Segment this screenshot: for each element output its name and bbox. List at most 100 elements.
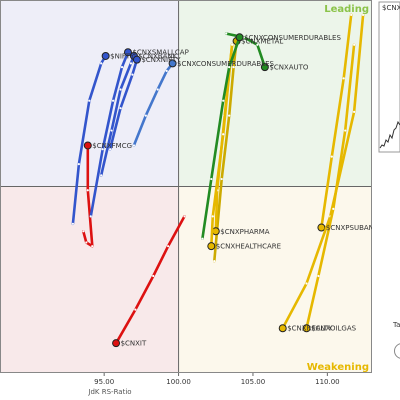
series-trail-point [201,237,204,240]
series-name-label: $CNXOILGAS [311,325,357,333]
series-trail-point [353,43,356,46]
series-trail-line [108,58,139,151]
benchmark-sidebar-panel [378,1,400,153]
series-name-label: $CNXHEALTHCARE [216,243,281,251]
series-trail-line [320,13,353,229]
series-head-point [260,63,269,72]
series-head-point [101,51,110,60]
benchmark-mini-chart-line [379,120,400,149]
series-trail-point [210,177,213,181]
series-name-label: $CNXPSUBANK [326,224,372,232]
series-trail-point [211,215,214,218]
series-trail-point [77,163,80,166]
x-tick-label: 110.00 [315,378,340,386]
series-head-point [168,59,177,68]
series-name-label: $CNXFMCG [92,142,132,150]
series-labels: $CNXMETAL $CNXAUTO $CNXPHARMA $CNXHEALTHCAR… [92,34,372,348]
series-trail-point [71,222,75,225]
x-tick-label: 105.00 [241,378,266,386]
series-trail-point [89,215,92,218]
series-trail-point [109,148,112,151]
series-trail-point [134,308,137,311]
series-trail-point [220,177,223,181]
series-name-label: $CNXCONSUMERDURABLES [244,34,341,42]
quadrant-label-weakening: Weakening [307,362,369,373]
series-trails [71,13,365,348]
series-trail-point [232,66,235,69]
series-trail-point [317,274,320,278]
quadrant-improving [0,0,179,187]
series-trail-point [120,66,124,69]
series-trail-point [222,133,225,136]
series-trail-point [152,274,155,278]
series-name-label: $CNXCONSUMERDURABLES [177,60,274,68]
sidebar-truncated-label: Ta [393,321,400,329]
series-name-label: $CNXBANK [138,52,177,60]
series-trail-point [119,88,122,91]
plot-frame [0,0,372,373]
series-trail-point [332,207,335,210]
quadrant-label-leading: Leading [324,4,369,15]
x-tick-label: 95.00 [94,378,114,386]
series-trail-point [361,13,365,17]
series-trail-point [111,99,115,102]
series-trail-point [353,110,356,113]
series-name-label: $CNXIT [121,340,147,348]
benchmark-mini-chart-frame [378,1,400,153]
series-head-point [207,242,216,251]
series-trail-point [88,99,91,102]
series-trail-point [213,260,216,263]
series-name-label: $CNXNIFTY [141,56,181,64]
series-trail-point [144,114,147,117]
series-trail-point [167,245,170,248]
series-name-label: $CNXAUTO [269,64,309,72]
series-name-label: $CNXMETAL [241,38,283,46]
series-trail-point [119,107,122,110]
benchmark-symbol-label: $CNX [382,4,400,12]
series-head-point [112,339,121,348]
series-trail-point [110,129,113,132]
series-trail-line [210,43,234,248]
series-trail-point [132,144,136,147]
series-trail-point [305,282,308,285]
chart-axes: 95.00 100.00 105.00 110.00 [0,0,372,386]
series-head-point [302,324,311,333]
series-trail-point [91,245,94,248]
x-axis-title: JdK RS-Ratio [87,388,131,396]
series-trail-point [100,174,103,177]
series-trail-line [224,32,267,69]
series-trail-point [183,215,186,218]
series-trail-point [350,13,353,17]
series-head-point [83,141,92,150]
series-trail-point [156,88,159,91]
quadrant-leading [178,0,372,187]
series-trail-point [225,32,228,35]
series-trail-point [342,77,345,80]
series-trail-point [165,69,168,72]
series-trail-point [86,189,89,192]
series-trail-point [82,230,85,233]
series-name-label: $CNXSMALLCAP [132,49,188,57]
series-head-point [278,324,287,333]
x-tick-label: 100.00 [166,378,191,386]
series-head-point [123,48,132,57]
series-trail-point [222,99,225,102]
rrg-chart: 95.00 100.00 105.00 110.00 $CNXMETAL $CNXAUT… [0,0,372,396]
series-trail-point [129,62,133,65]
series-trail-point [228,114,231,117]
series-trail-point [85,241,88,244]
quadrant-backgrounds [0,0,372,373]
series-head-point [132,55,141,64]
series-name-label: $NIFTY [110,52,135,60]
series-head-point [235,33,244,42]
quadrant-weakening [178,186,372,373]
series-trail-point [256,43,259,46]
series-trail-point [131,73,134,76]
series-trail-point [344,129,347,132]
series-trail-point [231,43,234,46]
series-name-label: $CNXREALTY [287,325,333,333]
series-trail-point [330,155,333,158]
series-head-point [317,223,326,232]
series-trail-point [101,148,104,151]
series-name-label: $CNXPHARMA [220,228,270,236]
